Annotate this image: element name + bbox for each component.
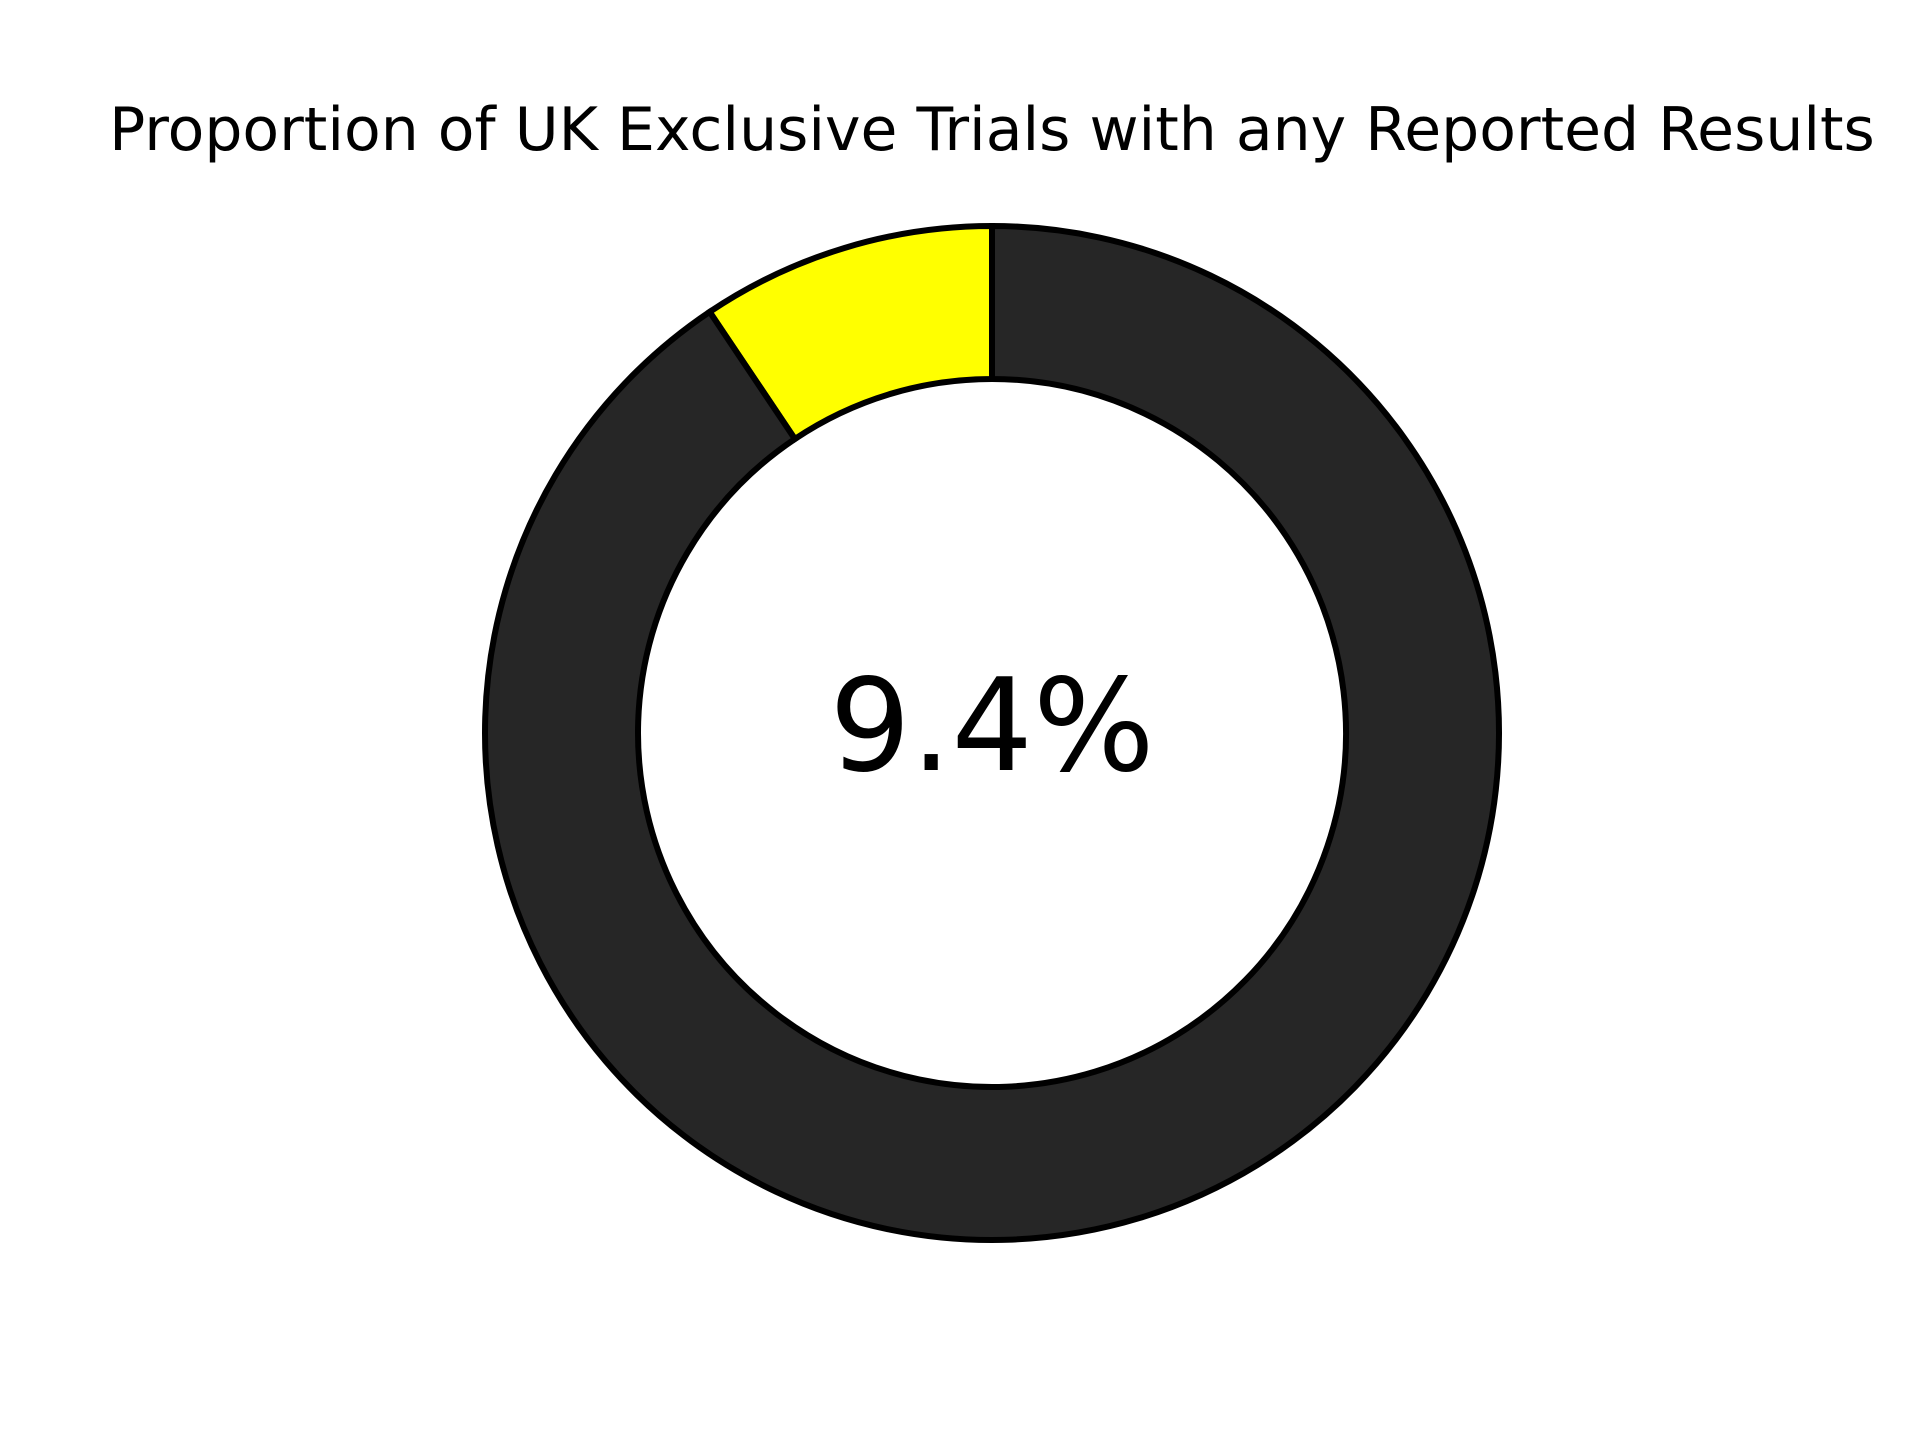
chart-title: Proportion of UK Exclusive Trials with a…	[109, 95, 1875, 165]
center-percentage-label: 9.4%	[829, 652, 1154, 801]
donut-slices	[482, 222, 1502, 1243]
donut-slice-1	[482, 222, 1502, 1243]
